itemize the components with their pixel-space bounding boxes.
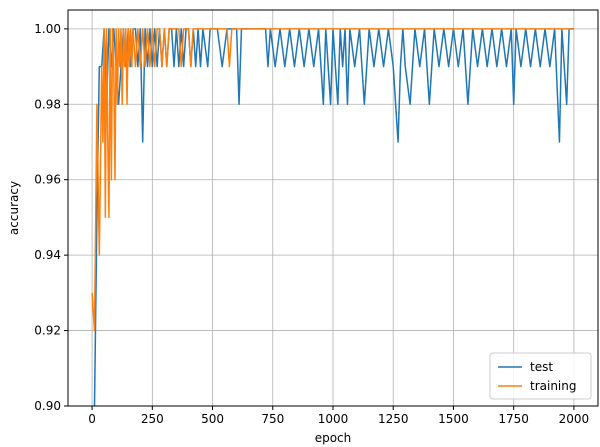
x-tick-label: 0: [88, 412, 96, 426]
y-tick-label: 0.90: [34, 399, 61, 413]
x-tick-label: 2000: [559, 412, 590, 426]
series-line-training: [91, 28, 574, 332]
x-tick-label: 1000: [318, 412, 349, 426]
x-tick-label: 1250: [378, 412, 409, 426]
x-tick-label: 1500: [438, 412, 469, 426]
y-tick-label: 0.94: [34, 248, 61, 262]
y-tick-label: 0.92: [34, 324, 61, 338]
x-tick-label: 1750: [498, 412, 529, 426]
x-axis-label: epoch: [315, 431, 352, 445]
x-tick-label: 250: [141, 412, 164, 426]
legend-box: [489, 352, 592, 400]
axis-ticks: 0 250 500 750 1000 1250 1500 1750 2000 0.90 0.92 0.…: [34, 22, 589, 426]
x-tick-label: 750: [261, 412, 284, 426]
y-tick-label: 0.98: [34, 97, 61, 111]
y-tick-label: 0.96: [34, 173, 61, 187]
series-lines: [91, 28, 574, 406]
legend: test training: [489, 352, 592, 400]
legend-label-test: test: [530, 360, 553, 374]
legend-label-training: training: [530, 379, 577, 393]
y-axis-label: accuracy: [7, 181, 21, 235]
x-tick-label: 500: [201, 412, 224, 426]
y-tick-label: 1.00: [34, 22, 61, 36]
